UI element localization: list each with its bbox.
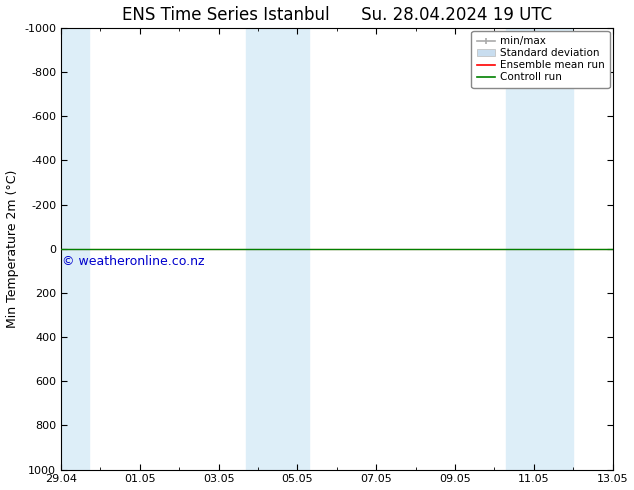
Bar: [270, 28, 309, 469]
Title: ENS Time Series Istanbul      Su. 28.04.2024 19 UTC: ENS Time Series Istanbul Su. 28.04.2024 …: [122, 5, 552, 24]
Bar: [506, 28, 534, 469]
Y-axis label: Min Temperature 2m (°C): Min Temperature 2m (°C): [6, 170, 18, 328]
Bar: [61, 28, 89, 469]
Bar: [246, 28, 270, 469]
Text: © weatheronline.co.nz: © weatheronline.co.nz: [61, 255, 204, 269]
Legend: min/max, Standard deviation, Ensemble mean run, Controll run: min/max, Standard deviation, Ensemble me…: [472, 31, 609, 88]
Bar: [534, 28, 573, 469]
